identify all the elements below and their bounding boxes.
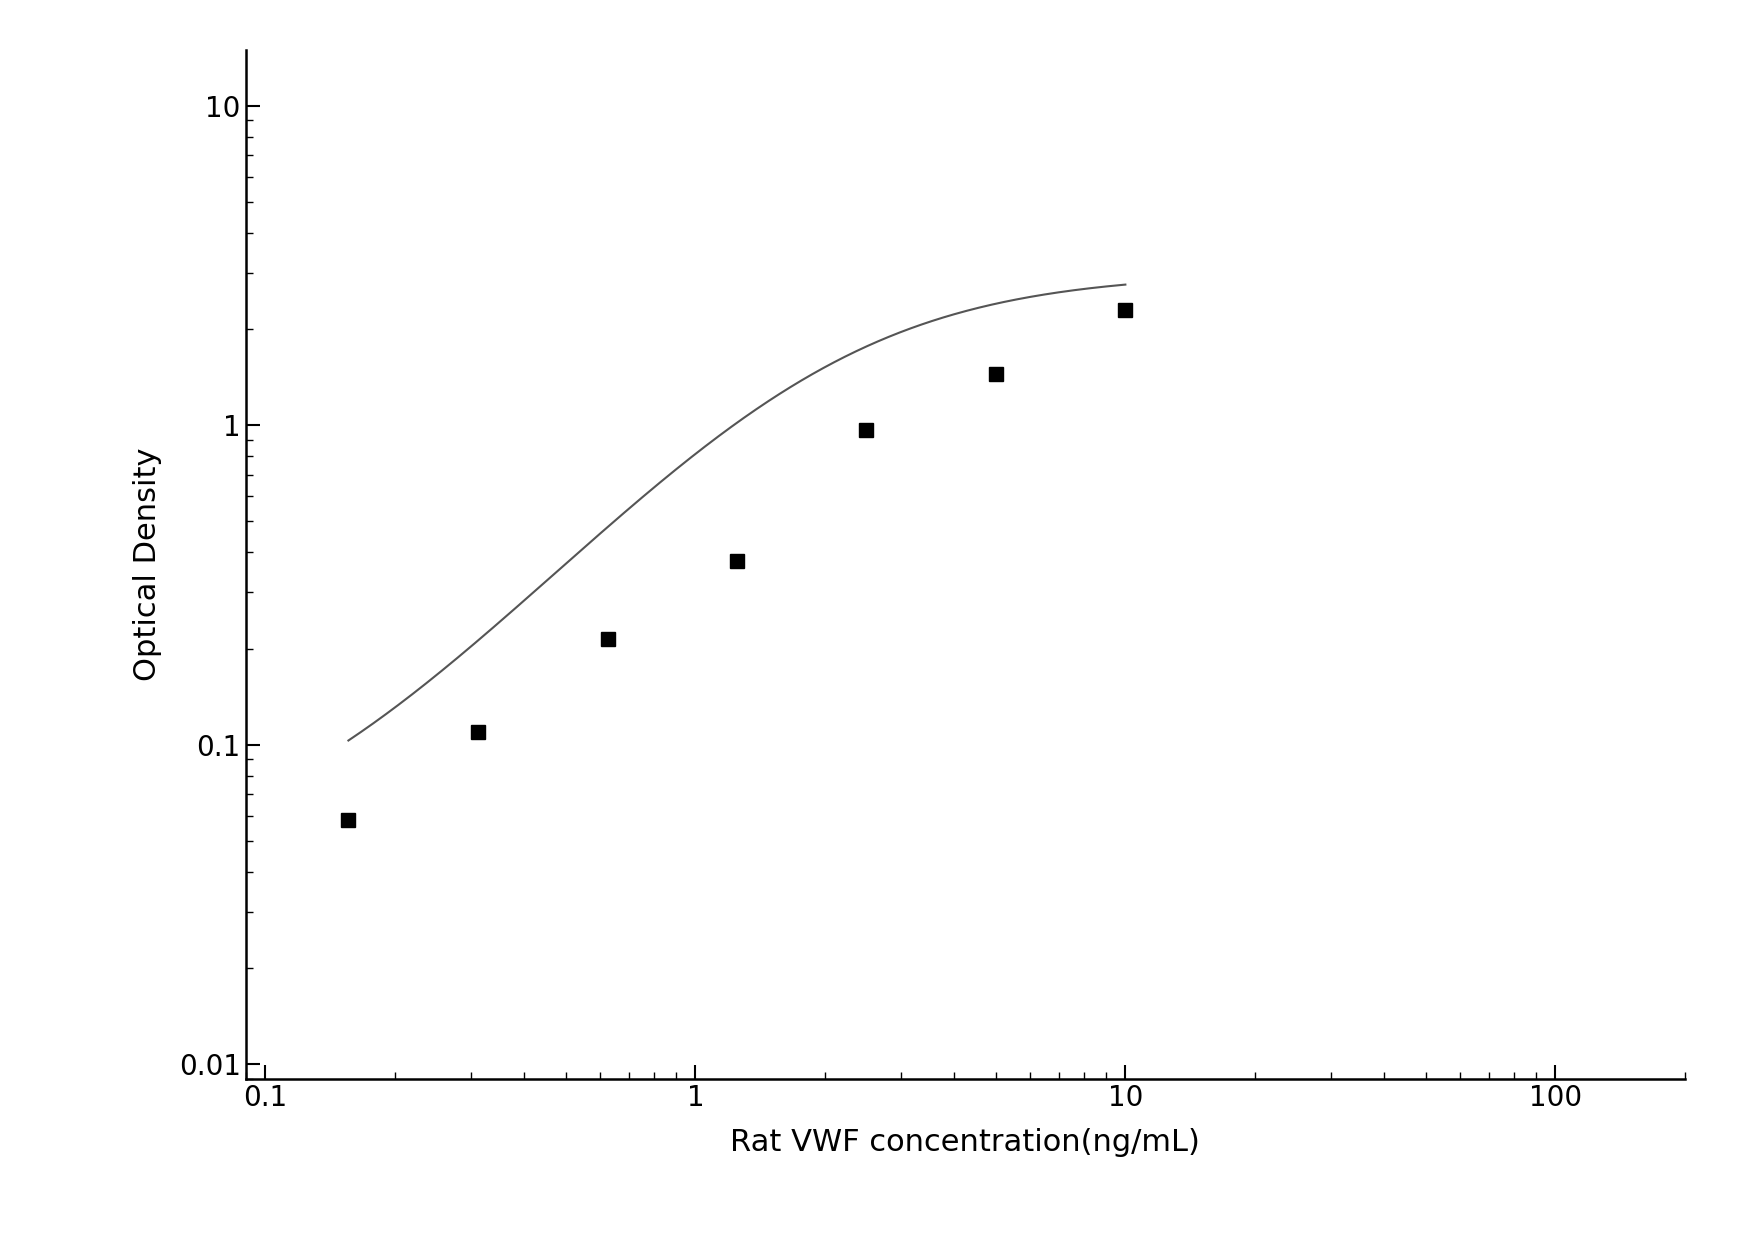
Y-axis label: Optical Density: Optical Density: [133, 448, 161, 681]
X-axis label: Rat VWF concentration(ng/mL): Rat VWF concentration(ng/mL): [730, 1128, 1200, 1157]
